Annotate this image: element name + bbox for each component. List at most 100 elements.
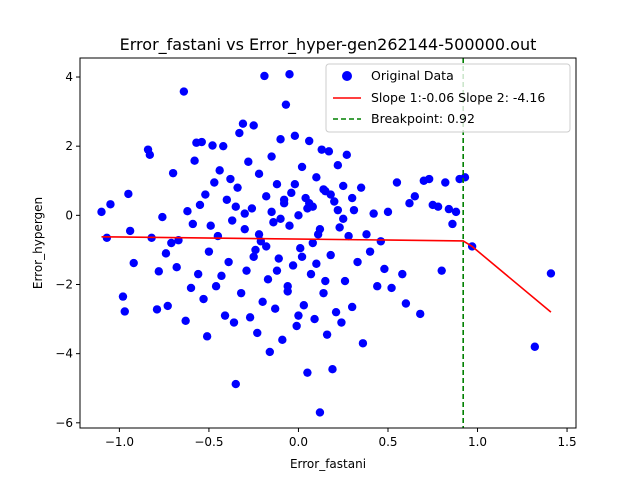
data-point — [297, 162, 307, 172]
x-axis-label: Error_fastani — [290, 457, 366, 471]
data-point — [416, 309, 425, 319]
data-point — [242, 266, 251, 275]
data-point — [433, 202, 443, 211]
data-point — [158, 212, 167, 222]
data-point — [287, 188, 296, 198]
data-point — [188, 219, 198, 229]
data-point — [249, 121, 258, 130]
data-point — [276, 135, 285, 144]
data-point — [339, 214, 348, 223]
chart-title: Error_fastani vs Error_hyper-gen262144-5… — [120, 35, 537, 55]
data-point — [392, 178, 402, 187]
data-point — [326, 250, 335, 260]
data-point — [206, 221, 215, 230]
axes-frame — [79, 57, 577, 429]
data-point — [292, 321, 301, 331]
data-point — [154, 267, 163, 276]
data-point — [254, 230, 264, 239]
data-point — [267, 152, 276, 161]
x-axis: −1.0 −0.5 0.0 0.5 1.0 1.5 — [105, 428, 577, 449]
legend-box — [325, 63, 571, 133]
data-point — [279, 195, 289, 204]
data-point — [97, 207, 106, 217]
data-point — [333, 205, 343, 215]
data-point — [272, 266, 282, 275]
data-point — [215, 166, 224, 175]
y-tick-label: 2 — [65, 139, 73, 153]
data-point — [319, 185, 328, 194]
data-point — [285, 70, 294, 79]
data-point — [328, 365, 337, 374]
data-point — [263, 275, 273, 284]
data-point — [129, 258, 138, 268]
data-point — [448, 219, 457, 229]
data-point — [410, 192, 420, 201]
data-point — [373, 282, 382, 291]
legend-label-fit: Slope 1:-0.06 Slope 2: -4.16 — [371, 90, 545, 105]
data-point — [124, 189, 133, 199]
data-point — [244, 157, 253, 166]
data-point — [305, 136, 314, 146]
data-point — [333, 161, 343, 170]
x-tick-label: 0.5 — [378, 435, 397, 449]
data-point — [233, 183, 242, 192]
data-point — [118, 292, 128, 301]
y-tick-label: −4 — [55, 347, 73, 361]
data-point — [326, 190, 335, 199]
data-point — [290, 131, 300, 140]
data-point — [220, 311, 230, 320]
data-point — [172, 263, 181, 272]
data-point — [219, 141, 228, 151]
data-point — [317, 145, 326, 154]
data-point — [337, 318, 346, 327]
data-point — [272, 180, 282, 189]
data-point — [294, 211, 303, 220]
data-point — [190, 156, 199, 165]
data-point — [330, 197, 339, 206]
data-point — [270, 304, 280, 313]
data-point — [224, 257, 233, 267]
data-point — [229, 318, 239, 327]
data-point — [204, 247, 214, 256]
data-point — [387, 283, 396, 293]
data-point — [197, 137, 206, 147]
legend-label-breakpoint: Breakpoint: 0.92 — [371, 111, 475, 126]
y-tick-label: 4 — [65, 70, 73, 84]
data-point — [347, 193, 357, 203]
data-point — [306, 269, 316, 279]
data-point — [344, 231, 353, 241]
data-point — [401, 299, 411, 308]
data-point — [297, 252, 307, 262]
data-point — [546, 269, 556, 278]
data-point — [235, 128, 244, 138]
data-point — [315, 408, 325, 417]
data-point — [288, 261, 298, 270]
data-point — [269, 218, 278, 227]
data-point — [281, 100, 291, 109]
data-point — [310, 314, 319, 324]
data-point — [312, 259, 321, 268]
data-point — [312, 173, 321, 182]
data-point — [145, 150, 155, 160]
data-point — [267, 207, 276, 217]
data-point — [321, 276, 330, 286]
data-point — [247, 204, 257, 213]
data-point — [179, 87, 189, 96]
data-point — [308, 238, 317, 248]
data-point — [398, 269, 407, 279]
data-point — [238, 119, 248, 128]
data-point — [260, 71, 269, 81]
x-tick-label: 1.0 — [468, 435, 487, 449]
data-point — [249, 252, 258, 262]
data-point — [278, 335, 287, 345]
data-point — [152, 305, 162, 314]
data-point — [240, 224, 249, 234]
data-point — [228, 216, 237, 225]
data-point — [285, 221, 294, 230]
data-point — [202, 332, 212, 341]
data-point — [340, 276, 350, 286]
data-point — [186, 283, 196, 293]
data-point — [251, 245, 260, 255]
data-point — [356, 183, 366, 192]
data-point — [349, 205, 359, 215]
